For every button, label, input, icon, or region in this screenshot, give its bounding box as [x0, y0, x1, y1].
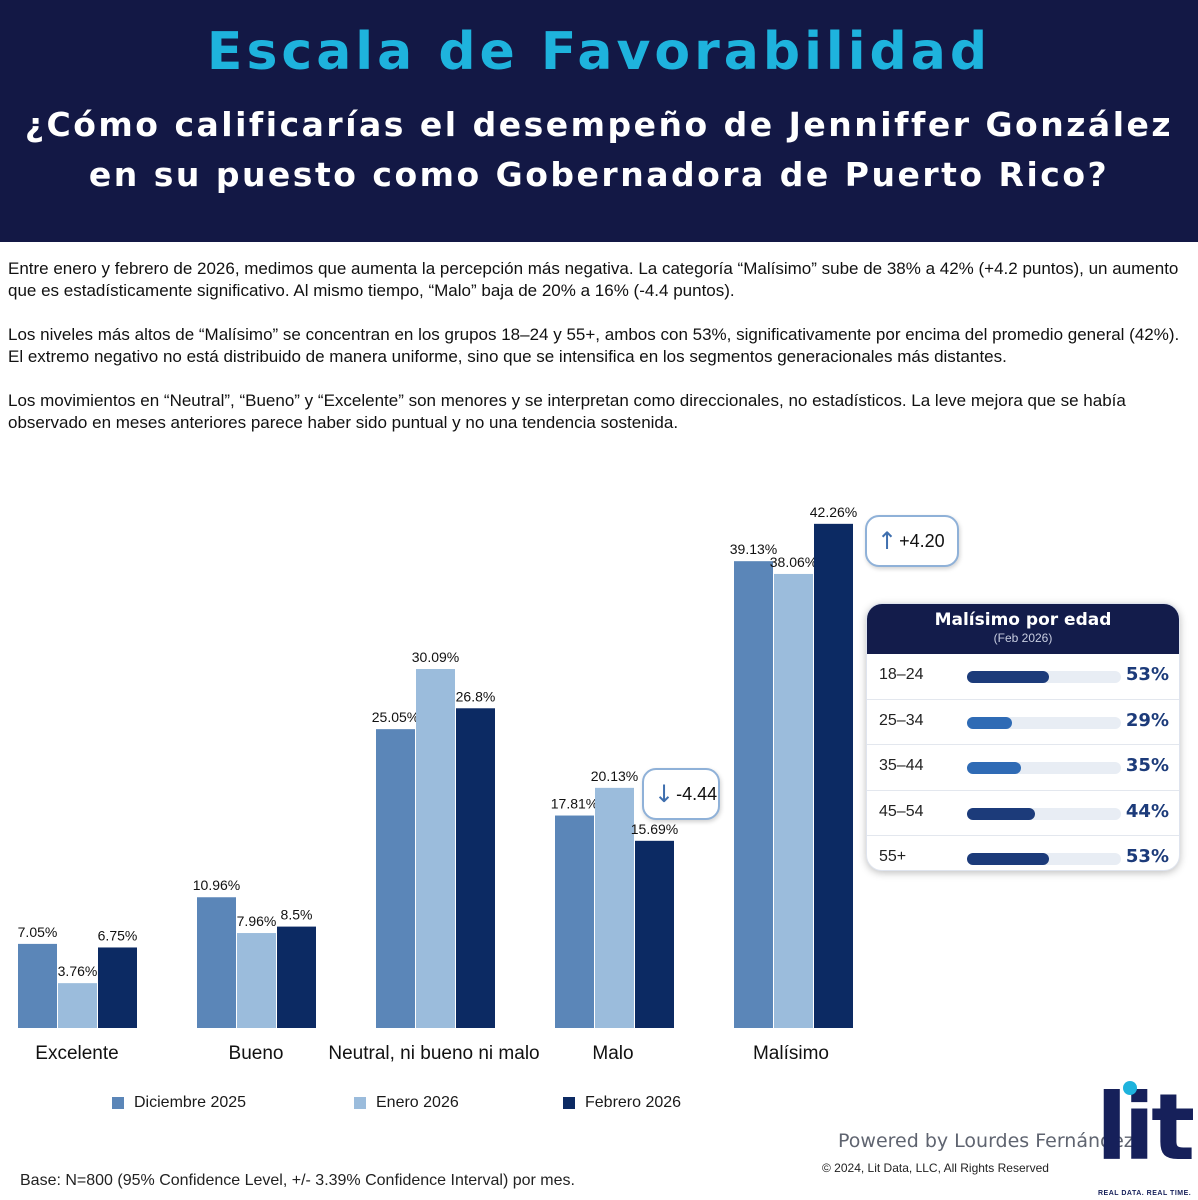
bar-value-label: 20.13%: [591, 768, 638, 784]
analysis-text: Entre enero y febrero de 2026, medimos q…: [8, 258, 1190, 456]
lit-logo: lit REAL DATA. REAL TIME.: [1094, 1074, 1195, 1198]
age-breakdown-card: Malísimo por edad (Feb 2026) 18–24 53% 2…: [866, 603, 1180, 871]
bar-excelente-0: [18, 943, 57, 1028]
bar-value-label: 38.06%: [770, 554, 817, 570]
age-bar-track: [967, 671, 1121, 683]
bar-bueno-1: [237, 933, 276, 1028]
bar-malo-0: [555, 815, 594, 1028]
age-card-subtitle: (Feb 2026): [993, 631, 1053, 645]
age-label: 55+: [879, 848, 907, 865]
legend-swatch: [354, 1097, 366, 1109]
age-row: 25–34 29%: [867, 700, 1179, 745]
bar-value-label: 17.81%: [551, 796, 598, 812]
header-banner: Escala de Favorabilidad ¿Cómo calificarí…: [0, 0, 1198, 242]
arrow-up-icon: ↑: [877, 527, 898, 555]
x-tick-label: Malísimo: [753, 1043, 829, 1064]
age-bar-fill: [967, 853, 1049, 865]
age-bar-track: [967, 716, 1121, 729]
x-tick-label: Neutral, ni bueno ni malo: [328, 1043, 539, 1064]
age-card-title: Malísimo por edad: [934, 610, 1112, 630]
bar-malísimo-1: [774, 573, 813, 1028]
malisimo-change-value: +4.20: [899, 530, 945, 551]
legend-item-enero: Enero 2026: [354, 1094, 459, 1112]
age-label: 25–34: [879, 711, 924, 729]
age-row: 18–24 53%: [867, 654, 1179, 700]
age-bar-fill: [967, 762, 1021, 774]
legend-item-febrero: Febrero 2026: [563, 1094, 681, 1112]
bar-value-label: 7.05%: [18, 924, 58, 940]
question-line-1: ¿Cómo calificarías el desempeño de Jenni…: [24, 105, 1174, 144]
bar-value-label: 15.69%: [631, 821, 678, 837]
age-row: 55+ 53%: [867, 836, 1179, 870]
age-bar-track: [967, 853, 1121, 865]
age-row: 45–54 44%: [867, 791, 1179, 836]
age-bar-fill: [967, 716, 1012, 729]
powered-by-credit: Powered by Lourdes Fernández: [838, 1130, 1134, 1152]
chart-legend: Diciembre 2025 Enero 2026 Febrero 2026: [0, 1094, 800, 1116]
legend-label: Enero 2026: [376, 1094, 459, 1111]
copyright-notice: © 2024, Lit Data, LLC, All Rights Reserv…: [822, 1161, 1049, 1175]
page-title: Escala de Favorabilidad: [206, 22, 992, 82]
legend-swatch: [563, 1097, 575, 1109]
bar-value-label: 42.26%: [810, 504, 857, 520]
bar-bueno-0: [197, 897, 236, 1028]
x-tick-label: Bueno: [229, 1043, 284, 1064]
bar-value-label: 3.76%: [58, 963, 98, 979]
bar-value-label: 26.8%: [456, 688, 496, 704]
age-bar-fill: [967, 671, 1049, 683]
legend-swatch: [112, 1097, 124, 1109]
bar-malísimo-2: [814, 523, 853, 1028]
paragraph-2: Los niveles más altos de “Malísimo” se c…: [8, 325, 1180, 366]
age-percent: 35%: [1125, 755, 1169, 776]
bar-malísimo-0: [734, 561, 773, 1028]
age-bar-track: [967, 762, 1121, 774]
bar-excelente-1: [58, 983, 97, 1028]
age-label: 35–44: [879, 757, 924, 774]
legend-label: Febrero 2026: [585, 1094, 682, 1111]
logo-wordmark: lit: [1096, 1074, 1195, 1181]
logo-tagline: REAL DATA. REAL TIME.: [1098, 1190, 1192, 1197]
sample-base-note: Base: N=800 (95% Confidence Level, +/- 3…: [20, 1172, 575, 1189]
age-card-header: Malísimo por edad (Feb 2026): [867, 604, 1179, 654]
bar-malo-2: [635, 840, 674, 1028]
x-tick-label: Excelente: [35, 1043, 118, 1064]
bar-value-label: 39.13%: [730, 541, 777, 557]
paragraph-3: Los movimientos en “Neutral”, “Bueno” y …: [8, 391, 1126, 432]
age-percent: 29%: [1125, 709, 1169, 731]
survey-question: ¿Cómo calificarías el desempeño de Jenni…: [0, 100, 1198, 200]
age-bar-fill: [967, 807, 1035, 820]
favorability-bar-chart: 7.05% 10.96% 25.05% 17.81% 39.13% 3.76% 7.96% 3…: [18, 504, 858, 1064]
x-tick-label: Malo: [592, 1043, 633, 1064]
age-rows: 18–24 53% 25–34 29% 35–44 35% 45–54 44% …: [867, 654, 1179, 870]
question-line-2: en su puesto como Gobernadora de Puerto …: [88, 155, 1110, 194]
bar-value-label: 10.96%: [193, 877, 240, 893]
bar-neutral-ni-bueno-ni-malo-2: [456, 708, 495, 1028]
bar-bueno-2: [277, 926, 316, 1028]
legend-item-diciembre: Diciembre 2025: [112, 1094, 246, 1112]
bar-value-label: 30.09%: [412, 649, 459, 665]
bar-value-label: 8.5%: [281, 907, 313, 923]
malo-change-callout: ↓ -4.44: [642, 768, 720, 820]
bar-malo-1: [595, 787, 634, 1028]
paragraph-1: Entre enero y febrero de 2026, medimos q…: [8, 259, 1179, 300]
age-percent: 44%: [1125, 800, 1169, 822]
bar-value-label: 7.96%: [237, 913, 277, 929]
legend-label: Diciembre 2025: [134, 1094, 247, 1111]
age-label: 18–24: [879, 666, 924, 683]
bar-excelente-2: [98, 947, 137, 1028]
arrow-down-icon: ↓: [654, 780, 675, 808]
bar-neutral-ni-bueno-ni-malo-0: [376, 729, 415, 1028]
malo-change-value: -4.44: [676, 783, 718, 804]
age-percent: 53%: [1125, 846, 1169, 867]
age-percent: 53%: [1125, 664, 1169, 685]
bar-value-label: 25.05%: [372, 709, 419, 725]
bar-neutral-ni-bueno-ni-malo-1: [416, 669, 455, 1028]
age-row: 35–44 35%: [867, 745, 1179, 791]
bar-value-label: 6.75%: [98, 927, 138, 943]
logo-dot: [1123, 1081, 1137, 1095]
age-label: 45–54: [879, 802, 924, 820]
age-bar-track: [967, 807, 1121, 820]
malisimo-change-callout: ↑ +4.20: [865, 515, 959, 567]
